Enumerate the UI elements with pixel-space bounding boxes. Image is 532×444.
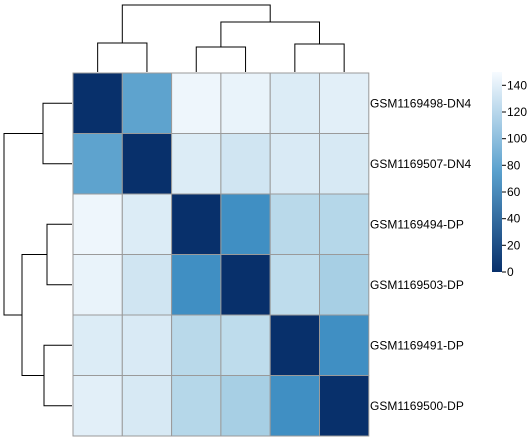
legend-ticks: 0 20 40 60 80 100 120 140 bbox=[502, 78, 527, 279]
heatmap-cell-r5-c2 bbox=[171, 375, 222, 437]
heatmap-cell-r0-c1 bbox=[121, 72, 173, 134]
heatmap-cell-r2-c3 bbox=[220, 193, 271, 255]
heatmap-cell-r4-c3 bbox=[220, 314, 271, 376]
column-dendrogram-branch bbox=[294, 43, 345, 72]
heatmap-cell-r4-c2 bbox=[171, 314, 222, 376]
legend-tick-label: 120 bbox=[507, 105, 527, 119]
column-dendrogram-branch bbox=[195, 46, 247, 72]
heatmap-cell-r5-c3 bbox=[220, 375, 271, 437]
heatmap-cell-r5-c1 bbox=[121, 375, 173, 437]
row-dendrogram bbox=[3, 102, 72, 407]
legend-color-bar bbox=[492, 72, 502, 272]
heatmap-cell-r3-c3 bbox=[220, 254, 271, 316]
heatmap-cell-r4-c0 bbox=[72, 314, 123, 376]
legend-tick-label: 80 bbox=[507, 158, 521, 172]
row-dendrogram-branch bbox=[21, 254, 47, 376]
heatmap-cell-r2-c4 bbox=[269, 193, 321, 255]
heatmap-cell-r3-c4 bbox=[269, 254, 321, 316]
row-dendrogram-branch bbox=[3, 133, 43, 316]
column-dendrogram-branch bbox=[121, 4, 271, 43]
row-label: GSM1169507-DN4 bbox=[370, 157, 471, 171]
heatmap-cell-r3-c0 bbox=[72, 254, 123, 316]
heatmap-cell-r2-c1 bbox=[121, 193, 173, 255]
heatmap-cell-r1-c0 bbox=[72, 133, 123, 195]
heatmap-cell-r2-c2 bbox=[171, 193, 222, 255]
legend-tick-label: 20 bbox=[507, 238, 521, 252]
heatmap-cell-r3-c2 bbox=[171, 254, 222, 316]
legend-tick-label: 40 bbox=[507, 212, 521, 226]
legend-tick-label: 0 bbox=[507, 265, 514, 279]
row-label: GSM1169500-DP bbox=[370, 399, 464, 413]
heatmap-cell-r4-c5 bbox=[319, 314, 370, 376]
heatmap-cell-r1-c3 bbox=[220, 133, 271, 195]
heatmap-cells bbox=[72, 72, 370, 437]
heatmap-cell-r5-c4 bbox=[269, 375, 321, 437]
heatmap-cell-r1-c5 bbox=[319, 133, 370, 195]
column-dendrogram-branch bbox=[220, 21, 320, 47]
column-dendrogram bbox=[97, 4, 345, 72]
column-dendrogram-branch bbox=[97, 42, 148, 72]
row-label: GSM1169491-DP bbox=[370, 338, 464, 352]
legend-tick-label: 60 bbox=[507, 185, 521, 199]
heatmap-cell-r0-c3 bbox=[220, 72, 271, 134]
legend-tick-label: 100 bbox=[507, 132, 527, 146]
row-label: GSM1169498-DN4 bbox=[370, 96, 471, 110]
heatmap-cell-r0-c5 bbox=[319, 72, 370, 134]
legend-tick-label: 140 bbox=[507, 78, 527, 92]
heatmap-cell-r0-c2 bbox=[171, 72, 222, 134]
row-dendrogram-branch bbox=[46, 223, 72, 286]
heatmap-cell-r4-c4 bbox=[269, 314, 321, 376]
heatmap-cell-r3-c1 bbox=[121, 254, 173, 316]
heatmap-cell-r1-c1 bbox=[121, 133, 173, 195]
heatmap-cell-r5-c0 bbox=[72, 375, 123, 437]
row-dendrogram-branch bbox=[43, 344, 72, 407]
heatmap-cell-r0-c0 bbox=[72, 72, 123, 134]
row-label: GSM1169494-DP bbox=[370, 217, 464, 231]
heatmap-cell-r2-c5 bbox=[319, 193, 370, 255]
heatmap-cell-r3-c5 bbox=[319, 254, 370, 316]
heatmap-cell-r1-c4 bbox=[269, 133, 321, 195]
heatmap-cell-r0-c4 bbox=[269, 72, 321, 134]
heatmap-cell-r5-c5 bbox=[319, 375, 370, 437]
row-labels: GSM1169498-DN4 GSM1169507-DN4 GSM1169494-D… bbox=[370, 96, 471, 413]
heatmap-cell-r1-c2 bbox=[171, 133, 222, 195]
heatmap-cell-r4-c1 bbox=[121, 314, 173, 376]
color-legend: 0 20 40 60 80 100 120 140 bbox=[492, 72, 527, 279]
row-label: GSM1169503-DP bbox=[370, 278, 464, 292]
row-dendrogram-branch bbox=[42, 102, 72, 165]
heatmap-cell-r2-c0 bbox=[72, 193, 123, 255]
